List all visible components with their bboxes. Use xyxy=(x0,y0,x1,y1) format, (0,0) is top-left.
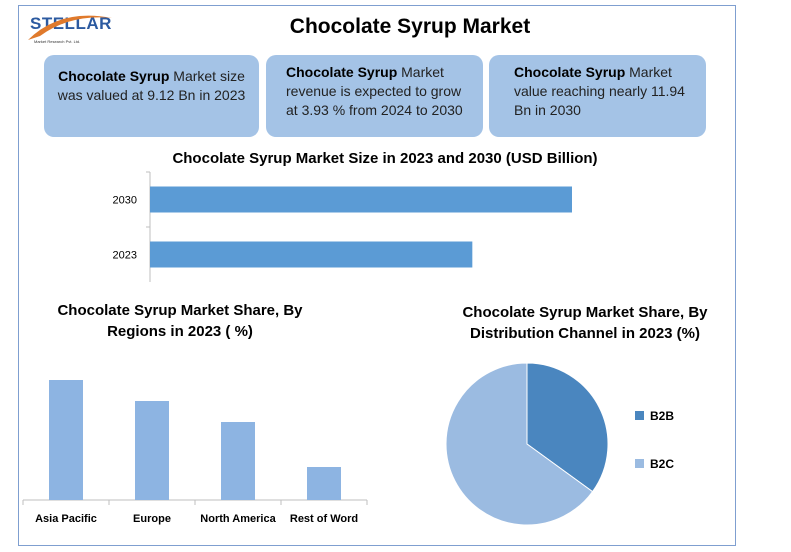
pie-slice-b2b xyxy=(526,362,609,493)
stat-card-label: Chocolate Syrup xyxy=(286,64,398,80)
size-chart-title: Chocolate Syrup Market Size in 2023 and … xyxy=(172,150,598,167)
region-chart-title: Chocolate Syrup Market Share, By Regions… xyxy=(57,302,303,340)
stat-card-label: Chocolate Syrup xyxy=(514,64,626,80)
stat-card-growth: Chocolate Syrup Market revenue is expect… xyxy=(266,55,483,137)
size-tick-label-2023: 2023 xyxy=(113,250,137,262)
legend-label-b2b: B2B xyxy=(650,409,674,423)
legend-swatch-b2c xyxy=(635,459,644,468)
legend-label-b2c: B2C xyxy=(650,457,674,471)
stat-card-market-size: Chocolate Syrup Market size was valued a… xyxy=(44,55,259,137)
infographic-frame xyxy=(18,5,736,546)
logo-swoosh-icon xyxy=(28,15,112,40)
stat-card-text: Market value reaching nearly 11.94 Bn in… xyxy=(514,64,685,118)
legend-swatch-b2b xyxy=(635,411,644,420)
region-tick-label: Asia Pacific xyxy=(35,513,97,525)
size-bar-2023 xyxy=(150,241,473,268)
size-bar-2030 xyxy=(150,186,572,213)
region-bar xyxy=(221,422,255,500)
region-tick-label: Europe xyxy=(133,513,171,525)
logo-tagline: Market Research Pvt. Ltd. xyxy=(34,39,81,44)
region-bar xyxy=(49,380,83,500)
region-tick-label: North America xyxy=(200,513,276,525)
stat-card-text: Market size was valued at 9.12 Bn in 202… xyxy=(57,68,246,103)
region-bar xyxy=(307,467,341,500)
size-tick-label-2030: 2030 xyxy=(113,195,137,207)
page-title: Chocolate Syrup Market xyxy=(289,15,531,38)
pie-slice-b2c xyxy=(445,362,594,526)
stat-card-label: Chocolate Syrup xyxy=(58,68,170,84)
region-bar xyxy=(135,401,169,500)
stat-card-forecast: Chocolate Syrup Market value reaching ne… xyxy=(489,55,706,137)
stat-card-text: Market revenue is expected to grow at 3.… xyxy=(286,64,463,118)
channel-chart-title: Chocolate Syrup Market Share, By Distrib… xyxy=(462,304,708,342)
region-tick-label: Rest of Word xyxy=(290,513,358,525)
